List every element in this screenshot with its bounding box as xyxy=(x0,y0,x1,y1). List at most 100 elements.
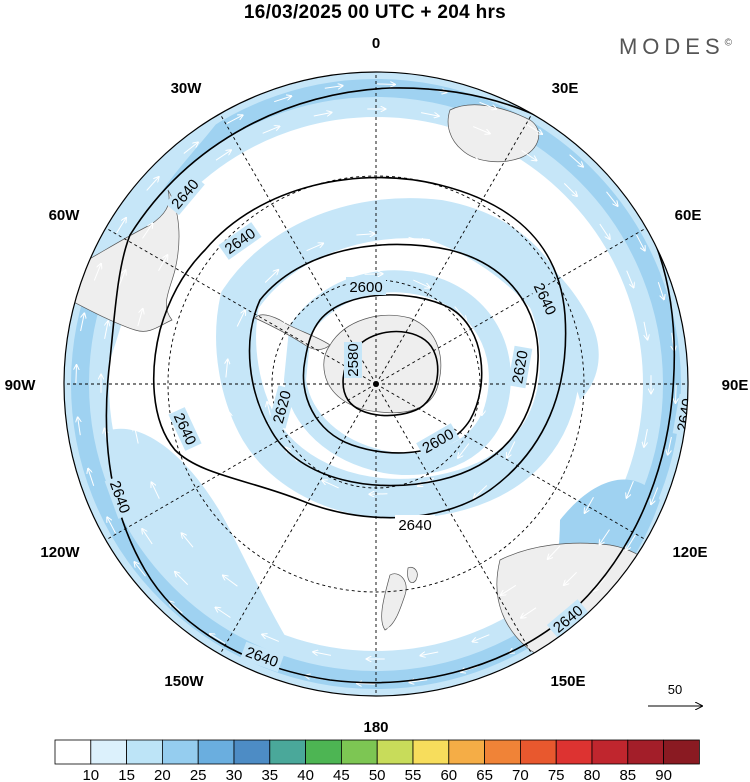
colorbar-swatch xyxy=(233,739,271,765)
colorbar-tick-label: 90 xyxy=(655,767,672,782)
wind-vector xyxy=(107,517,117,534)
wind-vector xyxy=(521,150,537,161)
wind-vector xyxy=(479,101,497,109)
colorbar-tick-label: 75 xyxy=(548,767,565,782)
wind-vector xyxy=(558,220,570,235)
south-america xyxy=(64,189,180,332)
wind-vector xyxy=(474,485,488,499)
meridian-line xyxy=(215,383,377,662)
wind-vector xyxy=(627,481,634,498)
wind-vector xyxy=(183,142,198,154)
wind-vector xyxy=(563,183,577,196)
lon-label-90e: 90E xyxy=(722,377,749,394)
colorbar-tick-label: 15 xyxy=(118,767,135,782)
wind-vector xyxy=(324,86,343,89)
wind-vector xyxy=(569,154,583,167)
colorbar: 10 15 20 25 30 35 40 45 50 55 60 65 70 75 80 85 90 xyxy=(54,739,700,782)
colorbar-tick-label: 60 xyxy=(440,767,457,782)
wind-vector xyxy=(456,256,472,268)
wind-vector xyxy=(473,126,490,134)
colorbar-swatch xyxy=(269,739,306,765)
wind-vector xyxy=(228,412,234,430)
wind-vector xyxy=(409,680,428,683)
colorbar-swatch xyxy=(161,739,199,765)
map-title: 16/03/2025 00 UTC + 204 hrs xyxy=(243,2,507,23)
meridian-line xyxy=(375,383,537,662)
lon-label-120w: 120W xyxy=(40,544,80,561)
colorbar-tick-label: 45 xyxy=(333,767,350,782)
colorbar-swatch xyxy=(412,739,450,765)
wind-vector xyxy=(564,571,577,585)
colorbar-tick-label: 55 xyxy=(405,767,422,782)
wind-vector xyxy=(413,279,429,288)
lon-label-120e: 120E xyxy=(672,544,707,561)
wind-vector xyxy=(262,126,280,134)
wind-vector xyxy=(376,84,395,85)
wind-vector xyxy=(169,601,183,614)
wind-vector xyxy=(273,607,290,614)
colorbar-tick-label: 10 xyxy=(82,767,99,782)
meridian-line xyxy=(375,223,654,385)
wind-vector xyxy=(356,234,374,235)
wind-vector xyxy=(548,545,561,559)
meridian-line xyxy=(98,223,377,385)
wind-vector xyxy=(668,436,672,455)
wind-vector xyxy=(235,173,251,184)
wind-vector xyxy=(621,383,622,401)
lon-label-0: 0 xyxy=(372,35,380,52)
brand-name: MODES xyxy=(618,34,725,59)
lon-label-90w: 90W xyxy=(5,377,37,394)
wind-vector xyxy=(514,181,530,193)
meridian-line xyxy=(215,106,377,385)
meridian-line xyxy=(375,383,654,545)
wind-vector xyxy=(599,223,610,239)
latitude-circle-middle xyxy=(167,175,585,593)
wind-vector xyxy=(651,487,659,505)
longitude-labels: 0 30E 60E 90E 120E 150E 180 150W 120W 90… xyxy=(5,35,749,736)
wind-vector xyxy=(274,96,291,103)
brand-mark: © xyxy=(724,37,732,49)
wind-vector xyxy=(501,584,517,595)
colorbar-swatch xyxy=(520,739,557,765)
wind-vector xyxy=(313,113,332,117)
wind-vector xyxy=(175,572,189,585)
wind-vector xyxy=(137,309,143,327)
wind-vector xyxy=(644,429,648,447)
contour-label-2640-south: 2640 xyxy=(398,517,431,534)
wind-vector xyxy=(226,360,228,378)
wind-vector xyxy=(635,234,644,251)
wind-vector xyxy=(643,321,648,340)
wind-vector xyxy=(104,321,109,339)
wind-vector xyxy=(345,139,364,141)
antarctic-peninsula xyxy=(254,314,331,350)
wind-vector xyxy=(118,270,126,287)
wind-vector xyxy=(606,191,618,206)
wind-patch-southwest xyxy=(110,428,300,660)
wind-vector xyxy=(357,684,376,685)
lon-label-60w: 60W xyxy=(49,207,81,224)
wind-vector xyxy=(210,634,226,644)
reference-vector: 50 xyxy=(648,682,702,706)
wind-vector xyxy=(158,255,168,272)
wind-vector xyxy=(131,367,132,385)
colorbar-tick-label: 35 xyxy=(261,767,278,782)
wind-vector xyxy=(306,243,324,252)
colorbar-swatch xyxy=(663,739,700,765)
wind-vector xyxy=(80,313,85,332)
colorbar-swatch xyxy=(627,739,664,765)
wind-vector xyxy=(521,607,537,618)
wind-vector xyxy=(78,417,81,436)
wind-vector xyxy=(462,154,479,162)
colorbar-tick-label: 30 xyxy=(226,767,243,782)
wind-vector xyxy=(526,124,542,135)
wind-vector xyxy=(226,115,243,125)
meridian-line xyxy=(375,106,537,385)
wind-vector xyxy=(191,209,204,223)
colorbar-tick-label: 20 xyxy=(154,767,171,782)
lon-label-150e: 150E xyxy=(550,673,585,690)
reference-vector-label: 50 xyxy=(668,682,682,697)
wind-vector xyxy=(524,390,526,409)
lon-label-30e: 30E xyxy=(552,80,579,97)
wind-vector xyxy=(282,310,294,325)
